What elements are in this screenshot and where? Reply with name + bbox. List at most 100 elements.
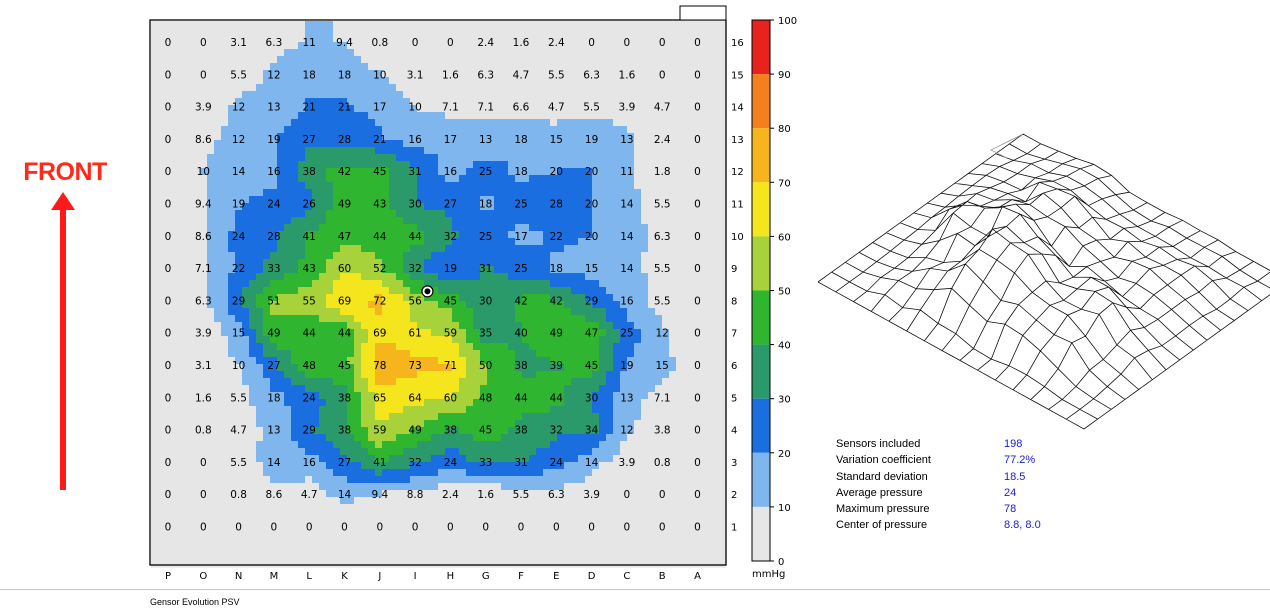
heat-cell <box>305 98 313 106</box>
heat-cell <box>648 168 656 176</box>
heat-cell <box>291 91 299 99</box>
heat-cell <box>298 441 306 449</box>
heat-cell <box>284 196 292 204</box>
heat-cell <box>410 161 418 169</box>
heat-cell <box>431 392 439 400</box>
heat-cell <box>620 434 628 442</box>
heat-cell <box>340 35 348 43</box>
heat-cell <box>662 133 670 141</box>
heat-cell <box>186 196 194 204</box>
heat-cell <box>704 112 712 120</box>
heat-cell <box>718 63 726 71</box>
heat-cell <box>529 231 537 239</box>
heat-cell <box>676 147 684 155</box>
heat-cell <box>683 161 691 169</box>
heat-cell <box>410 84 418 92</box>
heat-cell <box>242 350 250 358</box>
heat-cell <box>669 161 677 169</box>
heat-cell <box>438 126 446 134</box>
heat-cell <box>515 238 523 246</box>
heat-cell <box>326 84 334 92</box>
heat-cell <box>375 392 383 400</box>
heat-cell <box>396 210 404 218</box>
heat-cell <box>151 175 159 183</box>
heat-cell <box>529 266 537 274</box>
heat-cell <box>599 161 607 169</box>
heat-cell <box>151 399 159 407</box>
heat-cell <box>361 140 369 148</box>
heat-cell <box>599 245 607 253</box>
heat-cell <box>711 119 719 127</box>
heat-cell <box>459 182 467 190</box>
heat-cell <box>235 371 243 379</box>
heat-cell <box>333 175 341 183</box>
heat-cell <box>284 161 292 169</box>
heat-cell <box>711 357 719 365</box>
heat-cell <box>270 350 278 358</box>
heat-cell <box>613 378 621 386</box>
heat-cell <box>494 371 502 379</box>
heat-cell <box>396 56 404 64</box>
heat-cell <box>312 350 320 358</box>
heat-cell <box>235 266 243 274</box>
heat-cell <box>263 154 271 162</box>
heat-cell <box>459 259 467 267</box>
heat-cell <box>620 84 628 92</box>
heat-cell <box>410 63 418 71</box>
heat-cell <box>599 84 607 92</box>
heat-cell <box>263 203 271 211</box>
heat-cell <box>270 63 278 71</box>
heat-cell <box>207 196 215 204</box>
heat-cell <box>214 343 222 351</box>
heat-cell <box>256 63 264 71</box>
heat-cell <box>438 427 446 435</box>
heat-cell <box>214 413 222 421</box>
heat-cell <box>480 294 488 302</box>
heat-cell <box>242 364 250 372</box>
heat-cell <box>242 392 250 400</box>
heat-cell <box>368 28 376 36</box>
heat-cell <box>564 231 572 239</box>
heat-cell <box>319 231 327 239</box>
heat-cell <box>515 63 523 71</box>
heat-cell <box>305 147 313 155</box>
heat-cell <box>711 182 719 190</box>
heat-cell <box>634 161 642 169</box>
heat-cell <box>312 133 320 141</box>
heat-cell <box>298 112 306 120</box>
heat-cell <box>242 84 250 92</box>
heat-cell <box>319 133 327 141</box>
heat-cell <box>634 315 642 323</box>
heat-cell <box>396 147 404 155</box>
heat-cell <box>284 266 292 274</box>
heat-cell <box>368 322 376 330</box>
heat-cell <box>564 28 572 36</box>
heat-cell <box>599 154 607 162</box>
heat-cell <box>151 112 159 120</box>
heat-cell <box>480 217 488 225</box>
heat-cell <box>151 287 159 295</box>
heat-cell <box>291 252 299 260</box>
heat-cell <box>319 147 327 155</box>
heat-cell <box>228 126 236 134</box>
heat-cell <box>522 371 530 379</box>
heat-cell <box>669 378 677 386</box>
heat-cell <box>571 224 579 232</box>
heat-cell <box>354 434 362 442</box>
heat-cell <box>340 245 348 253</box>
heat-cell <box>571 420 579 428</box>
heat-cell <box>529 371 537 379</box>
heat-cell <box>445 182 453 190</box>
heat-cell <box>445 280 453 288</box>
heat-cell <box>221 49 229 57</box>
heat-cell <box>557 413 565 421</box>
heat-cell <box>592 28 600 36</box>
heat-cell <box>480 203 488 211</box>
heat-cell <box>165 434 173 442</box>
heat-cell <box>564 259 572 267</box>
heat-cell <box>613 84 621 92</box>
heat-cell <box>242 329 250 337</box>
heat-cell <box>522 385 530 393</box>
heat-cell <box>179 301 187 309</box>
heat-cell <box>683 406 691 414</box>
